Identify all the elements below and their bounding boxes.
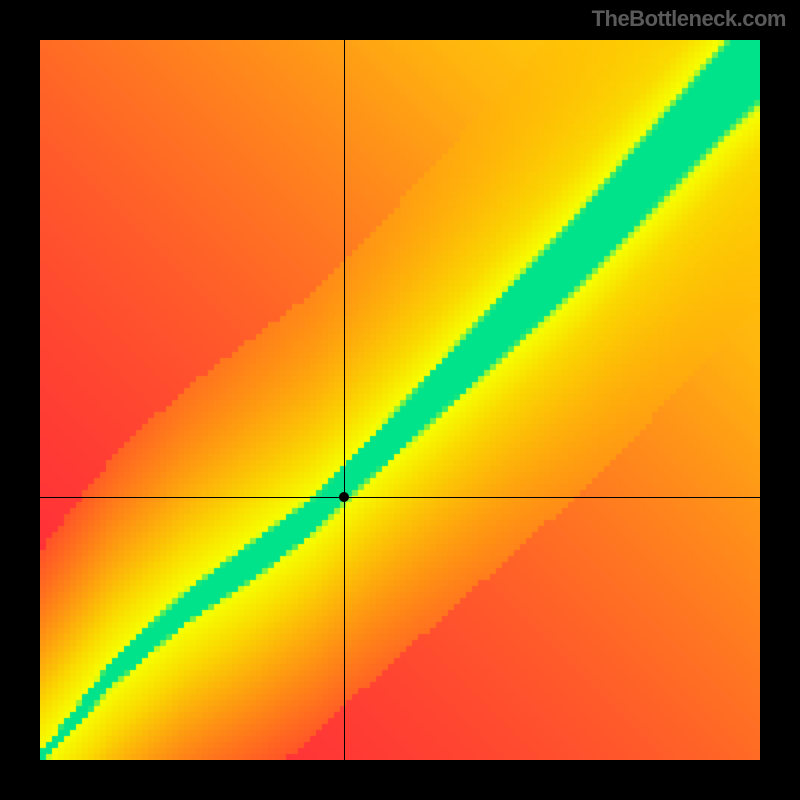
watermark-text: TheBottleneck.com (592, 6, 786, 32)
chart-frame: TheBottleneck.com (0, 0, 800, 800)
crosshair-vertical (344, 40, 345, 760)
crosshair-horizontal (40, 497, 760, 498)
heatmap-canvas (40, 40, 760, 760)
heatmap-chart (40, 40, 760, 760)
data-point-marker (339, 492, 349, 502)
